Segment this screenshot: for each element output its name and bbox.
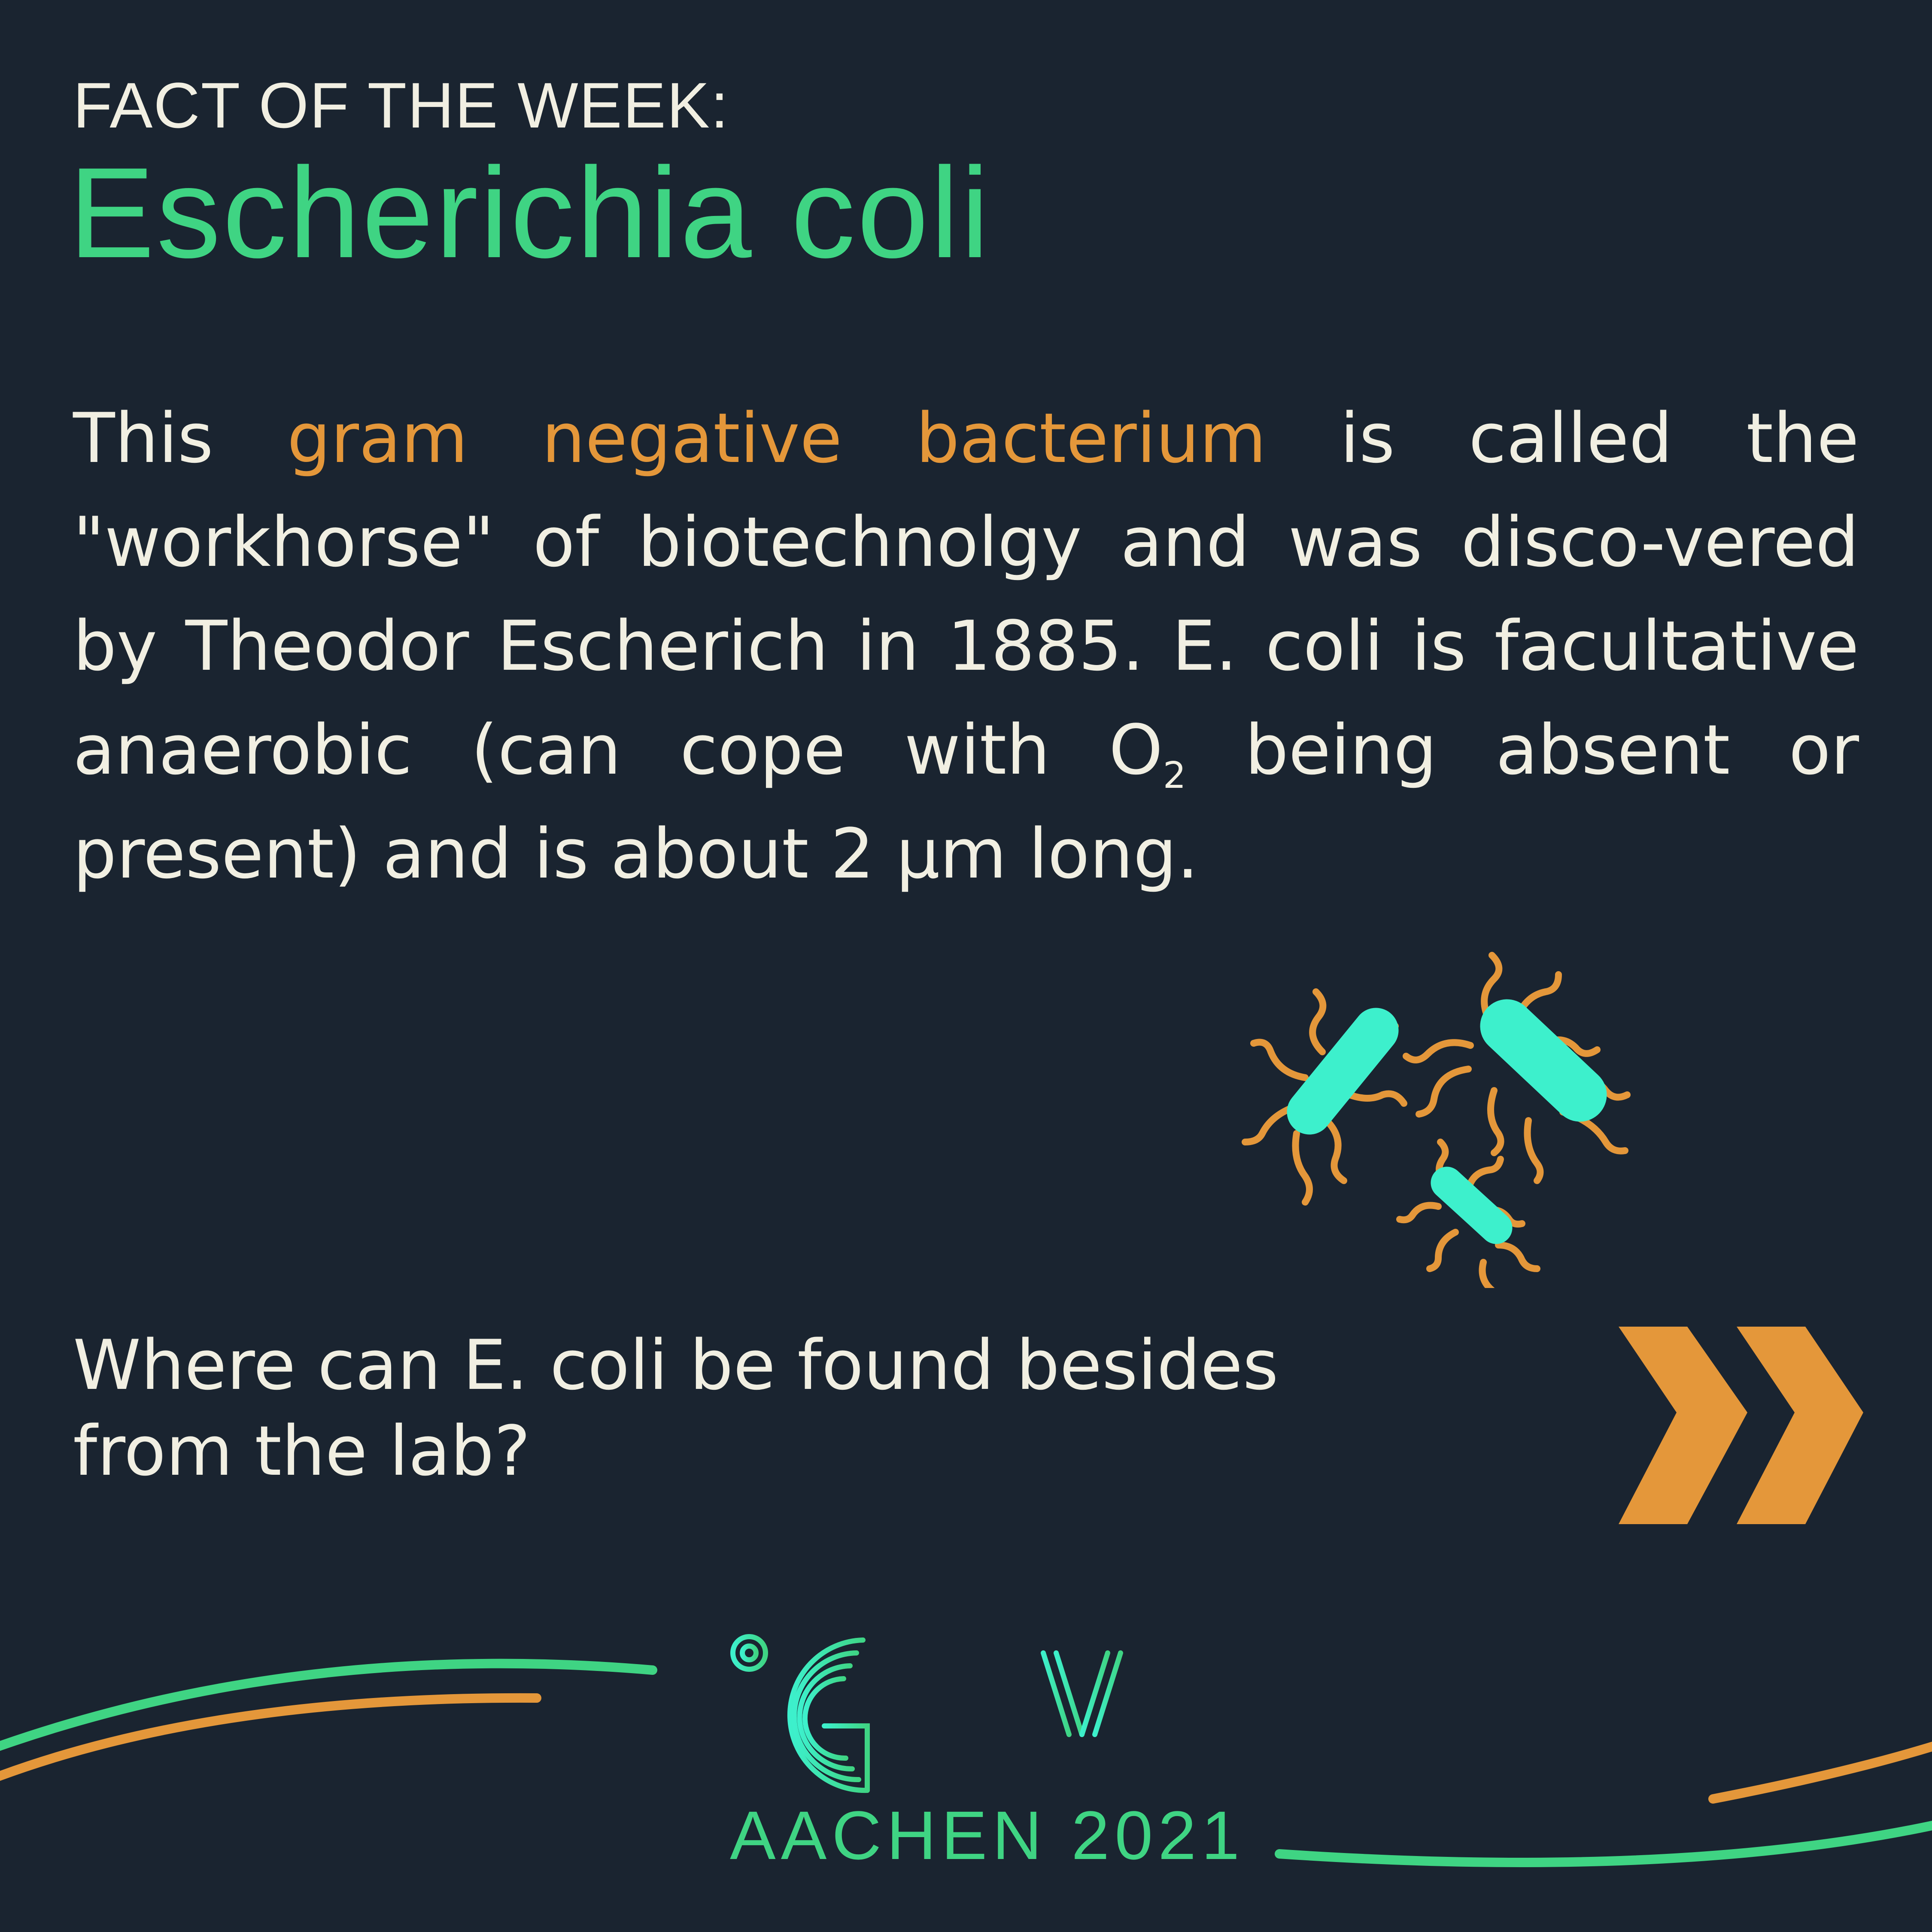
kicker-label: FACT OF THE WEEK:	[73, 69, 729, 141]
fact-text-middle: is called the "workhorse" of biotechnolg…	[73, 398, 1859, 790]
fact-text-end: being absent or present) and is about 2 …	[73, 710, 1859, 894]
oxygen-subscript: 2	[1163, 754, 1186, 797]
page-title: Escherichia coli	[69, 140, 991, 285]
bacteria-icon	[1242, 952, 1631, 1288]
logo-subtitle: AACHEN 2021	[730, 1797, 1245, 1874]
igem-logo: iGEM	[727, 1634, 1166, 1801]
fact-paragraph: This gram negative bacterium is called t…	[73, 386, 1859, 906]
fact-text-start: This	[73, 398, 213, 478]
decorative-swoosh-lines	[0, 1659, 1932, 1868]
fact-highlight: gram negative bacterium	[287, 398, 1267, 478]
question-text: Where can E. coli be found besides from …	[73, 1325, 1279, 1491]
double-chevron-right-icon[interactable]	[1619, 1327, 1863, 1524]
